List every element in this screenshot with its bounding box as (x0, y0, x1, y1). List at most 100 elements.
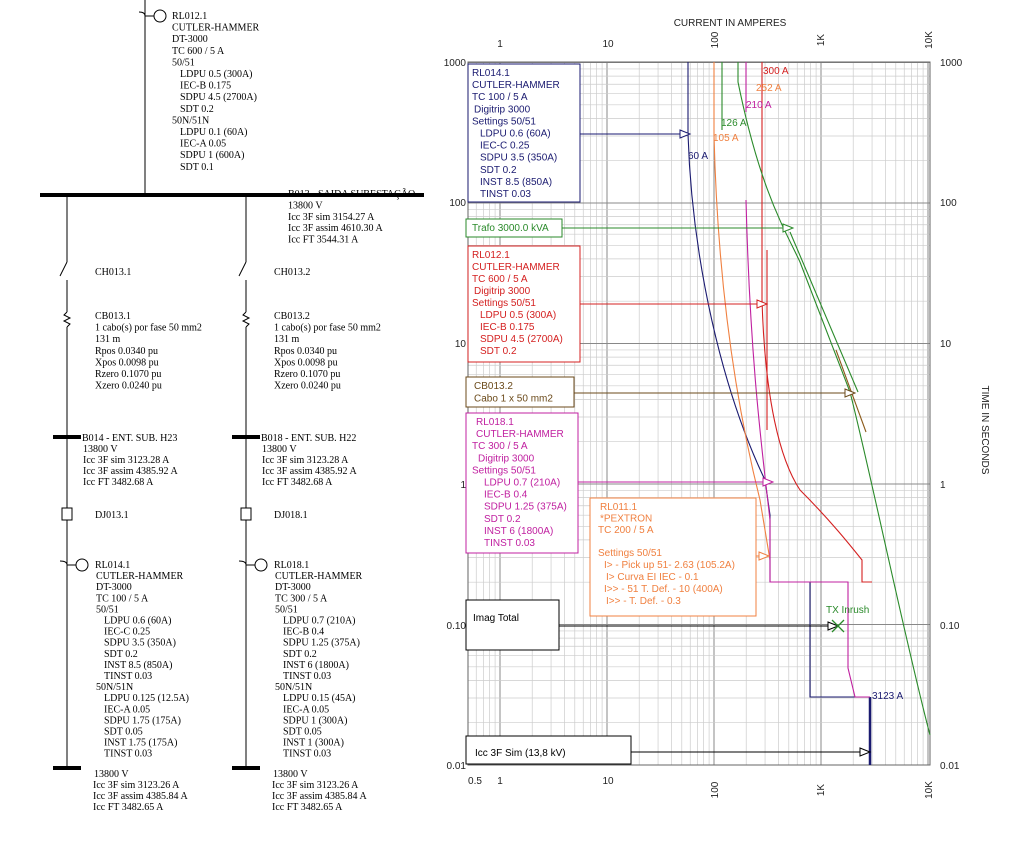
label: SDPU 1.25 (375A) (283, 638, 360, 649)
box-text: RL012.1 (472, 250, 510, 261)
box-text: CUTLER-HAMMER (472, 80, 560, 91)
y-tick-label: 1 (940, 480, 946, 491)
label: Icc FT 3482.65 A (272, 802, 343, 813)
breaker-label: DJ013.1 (95, 510, 129, 521)
box-text: I> - Pick up 51- 2.63 (105.2A) (604, 560, 735, 571)
y-tick-label: 0.01 (940, 761, 960, 772)
label: Icc FT 3482.65 A (93, 802, 164, 813)
label: INST 1 (300A) (283, 738, 344, 749)
box-text: TINST 0.03 (480, 189, 531, 200)
box-text: TINST 0.03 (484, 538, 535, 549)
curve-label: 60 A (688, 151, 708, 162)
curve-label: 126 A (721, 118, 747, 129)
legend-box (467, 245, 581, 363)
box-text: IEC-C 0.25 (480, 141, 530, 152)
box-text: Settings 50/51 (472, 298, 536, 309)
box-text: INST 6 (1800A) (484, 526, 553, 537)
label: 13800 V (94, 769, 129, 780)
label: TINST 0.03 (104, 749, 152, 760)
arrow-head (782, 223, 795, 233)
label: 13800 V (288, 200, 323, 211)
label: Icc 3F sim 3123.26 A (93, 780, 180, 791)
label: LDPU 0.125 (12.5A) (104, 693, 189, 704)
label: LDPU 0.1 (60A) (180, 127, 248, 138)
arrow-head (756, 299, 769, 309)
label: LDPU 0.7 (210A) (283, 616, 356, 627)
x-tick-label: 10 (602, 39, 614, 50)
box-text: SDPU 3.5 (350A) (480, 153, 557, 164)
label: IEC-B 0.4 (283, 627, 324, 638)
label: 50/51 (275, 604, 298, 615)
label: RL012.1 (172, 11, 207, 22)
arrow-head (679, 129, 692, 139)
label: SDPU 3.5 (350A) (104, 638, 176, 649)
label: 50N/51N (172, 115, 209, 126)
label: Icc FT 3482.68 A (262, 477, 333, 488)
curve-label: TX Inrush (826, 605, 869, 616)
label: Icc FT 3482.68 A (83, 477, 154, 488)
label: Icc 3F sim 3123.26 A (272, 780, 359, 791)
label: Rzero 0.1070 pu (95, 369, 161, 380)
tcc-curves (687, 62, 931, 765)
label: Xzero 0.0240 pu (274, 381, 341, 392)
box-text: Cabo 1 x 50 mm2 (474, 394, 553, 405)
label: SDPU 1 (600A) (180, 150, 244, 161)
x-tick-label: 10K (924, 31, 935, 49)
label: Xpos 0.0098 pu (95, 357, 159, 368)
label: DT-3000 (275, 582, 311, 593)
label: LDPU 0.15 (45A) (283, 693, 356, 704)
y-tick-label: 0.10 (940, 621, 960, 632)
label: Rpos 0.0340 pu (274, 346, 337, 357)
label: DT-3000 (96, 582, 132, 593)
label: SDT 0.2 (283, 649, 317, 660)
curve-label: 3123 A (872, 691, 903, 702)
y-tick-label: 0.01 (447, 761, 467, 772)
curve-label: 210 A (746, 100, 772, 111)
box-text: Trafo 3000.0 kVA (472, 223, 549, 234)
label: Icc 3F sim 3154.27 A (288, 212, 375, 223)
label: CB013.1 (95, 311, 131, 322)
box-text: Settings 50/51 (472, 465, 536, 476)
label: 13800 V (262, 444, 297, 455)
x-tick-label: 100 (710, 31, 721, 48)
label: CUTLER-HAMMER (275, 571, 363, 582)
label: TINST 0.03 (283, 671, 331, 682)
label: INST 1.75 (175A) (104, 738, 177, 749)
label: 1 cabo(s) por fase 50 mm2 (274, 323, 381, 334)
box-text: RL018.1 (476, 417, 514, 428)
label: LDPU 0.5 (300A) (180, 69, 253, 80)
x-tick-label: 1 (497, 776, 503, 787)
box-text: I>> - T. Def. - 0.3 (606, 596, 681, 607)
label: DT-3000 (172, 34, 208, 45)
switch-label: CH013.2 (274, 267, 310, 278)
box-text: Imag Total (473, 613, 519, 624)
label: Icc 3F assim 4385.92 A (262, 466, 357, 477)
y-tick-label: 10 (940, 339, 952, 350)
switch-label: CH013.1 (95, 267, 131, 278)
box-text: Icc 3F Sim (13,8 kV) (475, 748, 566, 759)
label: 50N/51N (96, 682, 133, 693)
curve-label: 252 A (756, 83, 782, 94)
label: B018 - ENT. SUB. H22 (261, 433, 356, 444)
x-tick-label: 100 (710, 781, 721, 798)
arrow-head (762, 477, 775, 487)
label: CB013.2 (274, 311, 310, 322)
arrow-head (844, 388, 857, 398)
box-text: SDT 0.2 (480, 346, 517, 357)
label: IEC-C 0.25 (104, 627, 150, 638)
label: IEC-A 0.05 (104, 704, 150, 715)
label: Xzero 0.0240 pu (95, 381, 162, 392)
breaker-label: DJ018.1 (274, 510, 308, 521)
label: TINST 0.03 (283, 749, 331, 760)
label: SDT 0.1 (180, 162, 214, 173)
x-tick-label: 0.5 (468, 776, 482, 787)
legend-box (465, 376, 575, 408)
box-text: INST 8.5 (850A) (480, 177, 552, 188)
y-tick-label: 100 (940, 198, 957, 209)
label: IEC-A 0.05 (283, 704, 329, 715)
box-text: IEC-B 0.175 (480, 322, 535, 333)
x-tick-label: 1K (816, 784, 827, 797)
y-tick-label: 100 (449, 198, 466, 209)
